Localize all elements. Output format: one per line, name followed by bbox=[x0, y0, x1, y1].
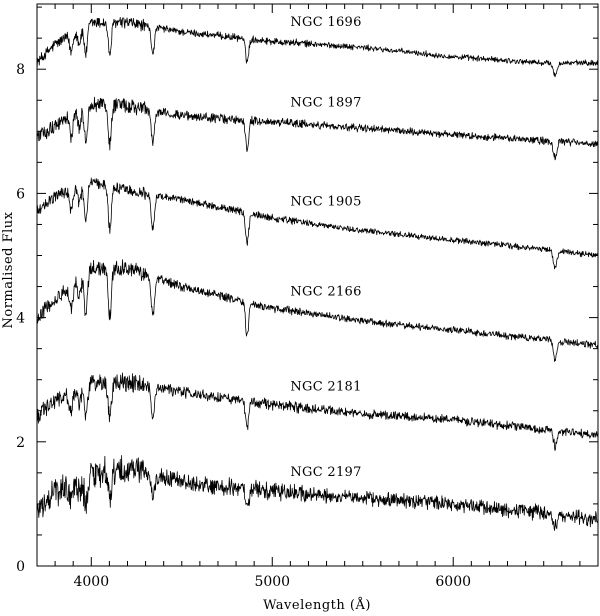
series-labels: NGC 1696 NGC 1897 NGC 1905 NGC 2166 NGC 2181… bbox=[290, 15, 361, 480]
series-label: NGC 1905 bbox=[290, 194, 361, 209]
spectra-group bbox=[36, 16, 599, 531]
series-label: NGC 2181 bbox=[290, 380, 361, 395]
x-tick-label: 5000 bbox=[254, 574, 290, 590]
y-tick-label: 2 bbox=[16, 435, 25, 451]
x-tick-label: 6000 bbox=[435, 574, 471, 590]
spectrum-line bbox=[36, 259, 599, 362]
y-tick-label: 0 bbox=[16, 559, 25, 575]
spectrum-line bbox=[36, 455, 599, 531]
spectrum-line bbox=[36, 16, 599, 78]
y-tick-label: 6 bbox=[16, 186, 25, 202]
x-tick-label: 4000 bbox=[73, 574, 109, 590]
y-tick-label: 8 bbox=[16, 62, 25, 78]
spectrum-line bbox=[36, 96, 599, 161]
series-label: NGC 1696 bbox=[290, 15, 361, 30]
spectrum-line bbox=[36, 177, 599, 270]
spectrum-line bbox=[36, 372, 599, 451]
plot-frame bbox=[36, 3, 599, 567]
series-label: NGC 1897 bbox=[290, 96, 361, 111]
y-tick-label: 4 bbox=[16, 311, 25, 327]
series-label: NGC 2166 bbox=[290, 285, 361, 300]
y-axis-label: Normalised Flux bbox=[1, 211, 16, 328]
series-label: NGC 2197 bbox=[290, 465, 361, 480]
x-axis-label: Wavelength (Å) bbox=[263, 597, 371, 613]
axis-ticks: 4000 5000 6000 0 2 4 6 8 bbox=[16, 4, 599, 590]
